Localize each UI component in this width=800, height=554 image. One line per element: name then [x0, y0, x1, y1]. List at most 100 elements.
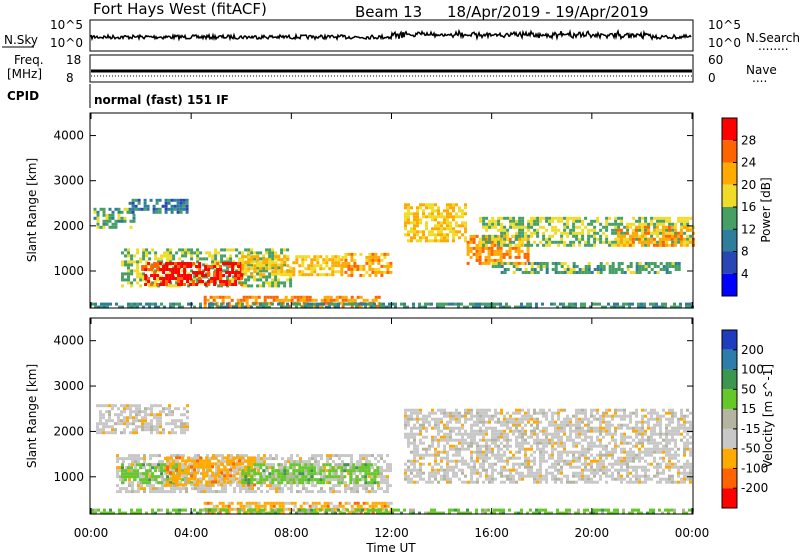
- range-gate-cell: [116, 466, 119, 470]
- range-gate-cell: [292, 270, 296, 274]
- range-gate-cell: [286, 478, 290, 482]
- range-gate-cell: [100, 302, 103, 306]
- range-gate-cell: [572, 474, 575, 478]
- range-gate-cell: [542, 477, 545, 481]
- range-gate-cell: [128, 201, 132, 205]
- range-gate-cell: [515, 231, 519, 235]
- range-gate-cell: [370, 472, 374, 476]
- range-gate-cell: [470, 441, 473, 445]
- range-gate-cell: [319, 267, 323, 271]
- range-gate-cell: [349, 469, 353, 473]
- range-gate-cell: [503, 228, 507, 232]
- range-gate-cell: [568, 305, 571, 309]
- range-gate-cell: [560, 262, 564, 265]
- range-gate-cell: [596, 237, 600, 241]
- range-gate-cell: [286, 481, 290, 485]
- range-gate-cell: [410, 230, 413, 234]
- range-gate-cell: [159, 404, 162, 408]
- range-gate-cell: [455, 408, 458, 412]
- range-gate-cell: [283, 258, 287, 262]
- range-gate-cell: [509, 480, 512, 484]
- range-gate-cell: [138, 407, 141, 411]
- range-gate-cell: [365, 460, 368, 464]
- range-gate-cell: [116, 460, 119, 464]
- range-gate-cell: [443, 438, 446, 442]
- range-gate-cell: [575, 408, 578, 412]
- range-gate-cell: [569, 435, 572, 439]
- range-gate-cell: [527, 441, 530, 445]
- range-gate-cell: [145, 251, 149, 255]
- range-gate-cell: [142, 481, 146, 485]
- range-gate-cell: [231, 283, 235, 286]
- range-gate-cell: [289, 270, 293, 274]
- range-gate-cell: [479, 237, 483, 241]
- range-gate-cell: [180, 262, 184, 265]
- range-gate-cell: [481, 249, 485, 253]
- range-gate-cell: [275, 490, 278, 494]
- range-gate-cell: [383, 270, 387, 274]
- range-gate-cell: [502, 255, 506, 259]
- range-gate-cell: [494, 262, 498, 265]
- range-gate-cell: [536, 438, 539, 442]
- range-gate-cell: [147, 280, 151, 283]
- range-gate-cell: [410, 432, 413, 436]
- range-gate-cell: [431, 209, 434, 213]
- range-gate-cell: [407, 441, 410, 445]
- range-gate-cell: [123, 407, 126, 411]
- range-gate-cell: [126, 419, 129, 423]
- range-gate-cell: [680, 222, 684, 226]
- range-gate-cell: [314, 463, 317, 467]
- range-gate-cell: [518, 447, 521, 451]
- range-gate-cell: [386, 481, 389, 485]
- range-gate-cell: [179, 490, 182, 494]
- range-gate-cell: [259, 251, 263, 255]
- range-gate-cell: [506, 441, 509, 445]
- range-gate-cell: [668, 222, 672, 226]
- range-gate-cell: [120, 419, 123, 423]
- range-gate-cell: [123, 431, 126, 435]
- range-gate-cell: [601, 305, 604, 309]
- range-gate-cell: [185, 198, 189, 202]
- range-gate-cell: [407, 459, 410, 463]
- range-gate-cell: [449, 206, 452, 210]
- range-gate-cell: [121, 466, 124, 470]
- range-gate-cell: [154, 305, 157, 309]
- range-gate-cell: [253, 278, 257, 282]
- range-gate-cell: [338, 484, 341, 488]
- range-gate-cell: [560, 438, 563, 442]
- range-gate-cell: [278, 510, 282, 514]
- range-gate-cell: [236, 304, 240, 308]
- range-gate-cell: [245, 484, 248, 488]
- range-gate-cell: [517, 249, 521, 253]
- range-gate-cell: [560, 240, 564, 244]
- range-gate-cell: [365, 487, 368, 491]
- range-gate-cell: [247, 269, 251, 273]
- range-gate-cell: [491, 234, 495, 238]
- range-gate-cell: [404, 215, 407, 219]
- range-gate-cell: [458, 447, 461, 451]
- range-gate-cell: [138, 425, 141, 429]
- range-gate-cell: [560, 234, 564, 238]
- range-gate-cell: [667, 234, 671, 238]
- range-gate-cell: [99, 431, 102, 435]
- range-gate-cell: [152, 210, 156, 214]
- range-gate-cell: [592, 302, 595, 306]
- range-gate-cell: [506, 474, 509, 478]
- range-gate-cell: [166, 465, 170, 469]
- range-gate-cell: [356, 504, 360, 508]
- colorbar-tick-label: 8: [741, 245, 749, 259]
- range-gate-cell: [434, 459, 437, 463]
- range-gate-cell: [157, 463, 161, 467]
- range-gate-cell: [368, 510, 372, 514]
- range-gate-cell: [359, 484, 362, 488]
- range-gate-cell: [506, 228, 510, 232]
- range-gate-cell: [625, 231, 629, 235]
- range-gate-cell: [175, 466, 179, 470]
- range-gate-cell: [563, 474, 566, 478]
- range-gate-cell: [224, 295, 228, 299]
- range-gate-cell: [176, 204, 180, 208]
- range-gate-cell: [527, 225, 531, 229]
- range-gate-cell: [523, 261, 527, 265]
- range-gate-cell: [172, 474, 176, 478]
- range-gate-cell: [250, 258, 254, 262]
